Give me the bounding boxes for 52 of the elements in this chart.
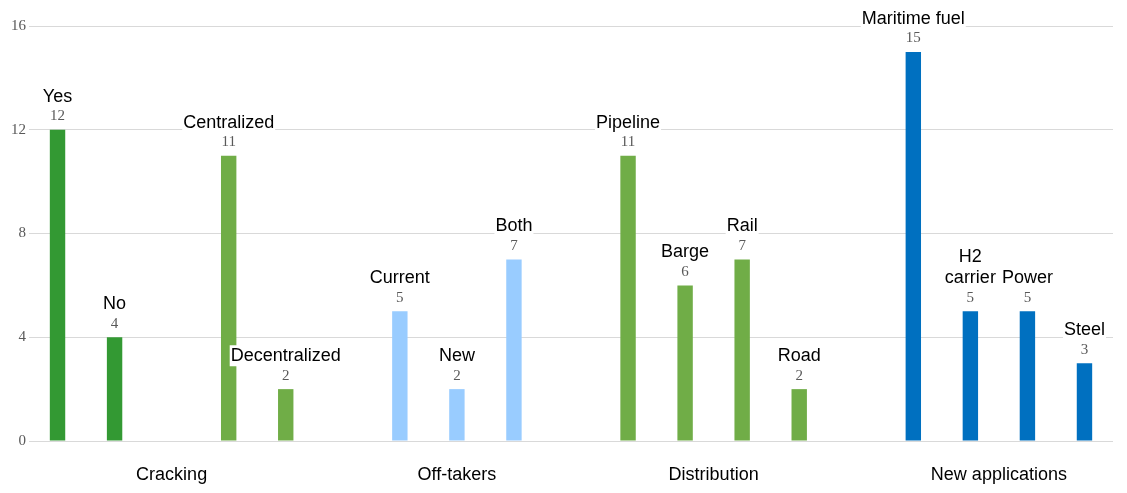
data-label: 11 xyxy=(620,133,636,150)
x-tick-label: Centralized xyxy=(183,111,275,132)
data-label: 4 xyxy=(110,314,119,331)
data-label: 12 xyxy=(50,107,66,124)
bar xyxy=(449,389,465,441)
data-label: 5 xyxy=(396,288,404,305)
x-tick-label: Current xyxy=(369,267,430,288)
data-label: 5 xyxy=(1023,288,1032,305)
x-tick-label: Steel xyxy=(1063,319,1105,340)
x-tick-label: No xyxy=(103,293,127,314)
x-tick-label: New xyxy=(438,345,476,366)
bar xyxy=(734,259,750,441)
data-label: 7 xyxy=(738,236,747,253)
bar xyxy=(1019,311,1036,441)
data-label: 2 xyxy=(281,366,290,383)
x-tick-label: Power xyxy=(1001,267,1053,288)
data-label: 11 xyxy=(221,133,236,150)
x-tick-label: Rail xyxy=(726,215,758,236)
series-label: Off-takers xyxy=(417,463,497,484)
y-tick-label: 4 xyxy=(18,328,27,345)
x-tick-label: Barge xyxy=(661,241,710,262)
series-label: Distribution xyxy=(668,463,759,484)
bar xyxy=(392,311,408,441)
data-label: 7 xyxy=(510,236,519,253)
bar xyxy=(49,129,66,441)
bar xyxy=(677,285,693,441)
x-tick-label: H2 carrier xyxy=(944,246,996,288)
y-tick-label: 0 xyxy=(18,431,26,448)
x-tick-label: Decentralized xyxy=(230,345,341,366)
x-tick-label: Road xyxy=(777,345,821,366)
data-label: 2 xyxy=(795,366,803,383)
bar xyxy=(791,389,807,441)
data-label: 5 xyxy=(966,288,975,305)
bar xyxy=(905,51,922,441)
bar xyxy=(1076,363,1093,441)
bar xyxy=(506,259,522,441)
x-tick-label: Maritime fuel xyxy=(861,7,965,28)
data-label: 15 xyxy=(905,29,921,46)
series-label: Cracking xyxy=(136,463,208,484)
data-label: 2 xyxy=(453,366,461,383)
x-tick-label: Both xyxy=(495,215,533,236)
bar xyxy=(962,311,979,441)
y-tick-label: 8 xyxy=(18,224,26,241)
data-label: 3 xyxy=(1080,340,1089,357)
x-tick-label: Pipeline xyxy=(596,111,661,132)
bar xyxy=(106,337,123,441)
y-tick-label: 16 xyxy=(11,16,27,33)
bar xyxy=(620,155,636,441)
x-tick-label: Yes xyxy=(42,85,73,106)
data-label: 6 xyxy=(681,262,690,279)
y-tick-label: 12 xyxy=(11,120,26,137)
series-label: New applications xyxy=(930,463,1067,484)
